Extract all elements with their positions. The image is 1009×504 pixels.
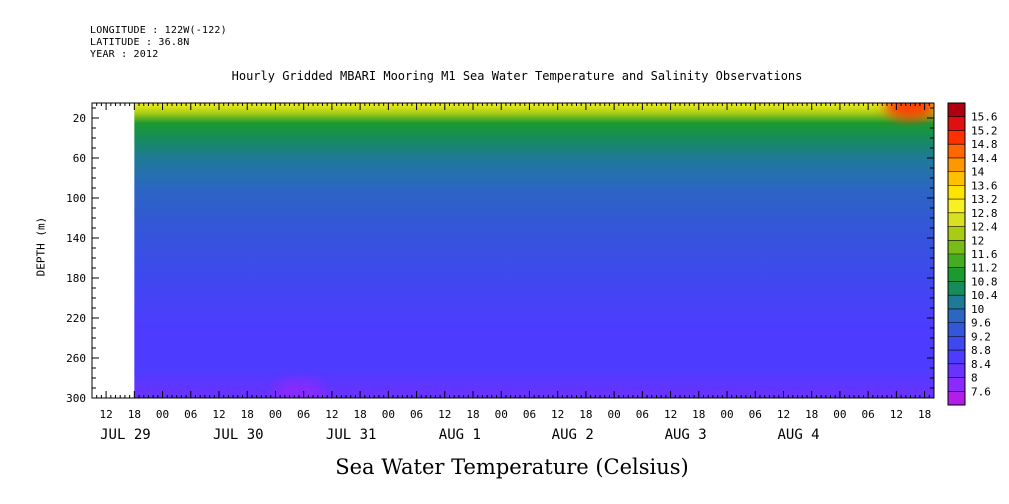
colorbar-label: 9.6	[971, 317, 991, 330]
x-hour-label: 06	[636, 408, 649, 421]
x-hour-label: 00	[495, 408, 508, 421]
x-hour-label: 18	[805, 408, 818, 421]
colorbar-label: 13.6	[971, 179, 998, 192]
colorbar-label: 15.2	[971, 124, 998, 137]
x-hour-label: 06	[297, 408, 310, 421]
colorbar-swatch	[948, 363, 965, 379]
y-tick-label: 140	[66, 232, 86, 245]
x-hour-label: 12	[99, 408, 112, 421]
colorbar-swatch	[948, 171, 965, 186]
x-hour-label: 00	[382, 408, 395, 421]
x-hour-label: 18	[241, 408, 254, 421]
x-hour-label: 00	[269, 408, 282, 421]
x-hour-label: 06	[749, 408, 762, 421]
y-tick-label: 220	[66, 312, 86, 325]
colorbar-swatch	[948, 212, 965, 228]
colorbar-label: 7.6	[971, 385, 991, 398]
colorbar-swatch	[948, 281, 965, 296]
latitude-label: LATITUDE : 36.8N	[90, 37, 190, 48]
x-hour-label: 12	[551, 408, 564, 421]
colorbar-swatch	[948, 336, 965, 351]
x-date-label: AUG 1	[439, 427, 481, 443]
colorbar-swatch	[948, 391, 965, 406]
y-tick-label: 60	[73, 152, 86, 165]
colorbar-swatch	[948, 144, 965, 159]
longitude-label: LONGITUDE : 122W(-122)	[90, 25, 227, 36]
colorbar-label: 12.4	[971, 221, 998, 234]
x-hour-label: 00	[156, 408, 169, 421]
colorbar-swatch	[948, 308, 965, 324]
x-hour-label: 00	[720, 408, 733, 421]
x-hour-label: 18	[918, 408, 931, 421]
colorbar-swatch	[948, 377, 965, 392]
x-hour-label: 18	[466, 408, 479, 421]
x-hour-label: 12	[777, 408, 790, 421]
chart-title: Hourly Gridded MBARI Mooring M1 Sea Wate…	[231, 69, 803, 83]
x-date-label: JUL 29	[100, 427, 151, 443]
y-tick-label: 100	[66, 192, 86, 205]
colorbar-swatch	[948, 116, 965, 131]
colorbar-swatch	[948, 240, 965, 255]
colorbar-swatch	[948, 350, 965, 365]
x-hour-label: 12	[212, 408, 225, 421]
x-date-label: JUL 31	[326, 427, 377, 443]
x-hour-label: 06	[410, 408, 423, 421]
colorbar-swatch	[948, 267, 965, 282]
colorbar-label: 14.8	[971, 138, 998, 151]
x-hour-label: 00	[608, 408, 621, 421]
y-tick-label: 20	[73, 112, 86, 125]
colorbar-label: 13.2	[971, 193, 998, 206]
colorbar-label: 15.6	[971, 111, 998, 124]
colorbar-swatch	[948, 199, 965, 214]
x-hour-label: 18	[692, 408, 705, 421]
colorbar-swatch	[948, 185, 965, 200]
x-hour-label: 18	[353, 408, 366, 421]
colorbar-swatch	[948, 226, 965, 241]
colorbar-label: 8	[971, 372, 978, 385]
x-hour-label: 06	[523, 408, 536, 421]
y-tick-label: 300	[66, 392, 86, 405]
colorbar-label: 9.2	[971, 330, 991, 343]
x-date-label: AUG 3	[665, 427, 707, 443]
colorbar-label: 12	[971, 234, 984, 247]
year-label: YEAR : 2012	[90, 49, 159, 60]
x-hour-label: 18	[128, 408, 141, 421]
y-tick-label: 260	[66, 352, 86, 365]
colorbar-label: 10.4	[971, 289, 998, 302]
colorbar-label: 8.4	[971, 358, 991, 371]
colorbar-label: 8.8	[971, 344, 991, 357]
x-hour-label: 00	[833, 408, 846, 421]
colorbar-label: 11.2	[971, 262, 998, 275]
x-hour-label: 12	[325, 408, 338, 421]
x-date-label: AUG 2	[552, 427, 594, 443]
x-hour-label: 12	[664, 408, 677, 421]
colorbar-label: 12.8	[971, 207, 998, 220]
colorbar-swatch	[948, 103, 965, 118]
x-axis-label: Sea Water Temperature (Celsius)	[335, 455, 689, 479]
colorbar-label: 14	[971, 166, 985, 179]
temperature-hotspot	[272, 379, 325, 398]
colorbar-swatch	[948, 157, 965, 173]
colorbar-swatch	[948, 130, 965, 145]
x-hour-label: 18	[579, 408, 592, 421]
x-hour-label: 06	[862, 408, 875, 421]
colorbar-label: 10	[971, 303, 984, 316]
x-date-label: JUL 30	[213, 427, 264, 443]
colorbar-label: 14.4	[971, 152, 998, 165]
x-hour-label: 06	[184, 408, 197, 421]
x-hour-label: 12	[438, 408, 451, 421]
plot-frame	[91, 102, 935, 399]
y-tick-label: 180	[66, 272, 86, 285]
colorbar-label: 10.8	[971, 275, 998, 288]
colorbar-label: 11.6	[971, 248, 998, 261]
x-date-label: AUG 4	[777, 427, 819, 443]
colorbar-swatch	[948, 295, 965, 310]
colorbar-swatch	[948, 322, 965, 337]
colorbar-swatch	[948, 254, 965, 269]
temperature-field	[134, 103, 934, 398]
x-hour-label: 12	[890, 408, 903, 421]
